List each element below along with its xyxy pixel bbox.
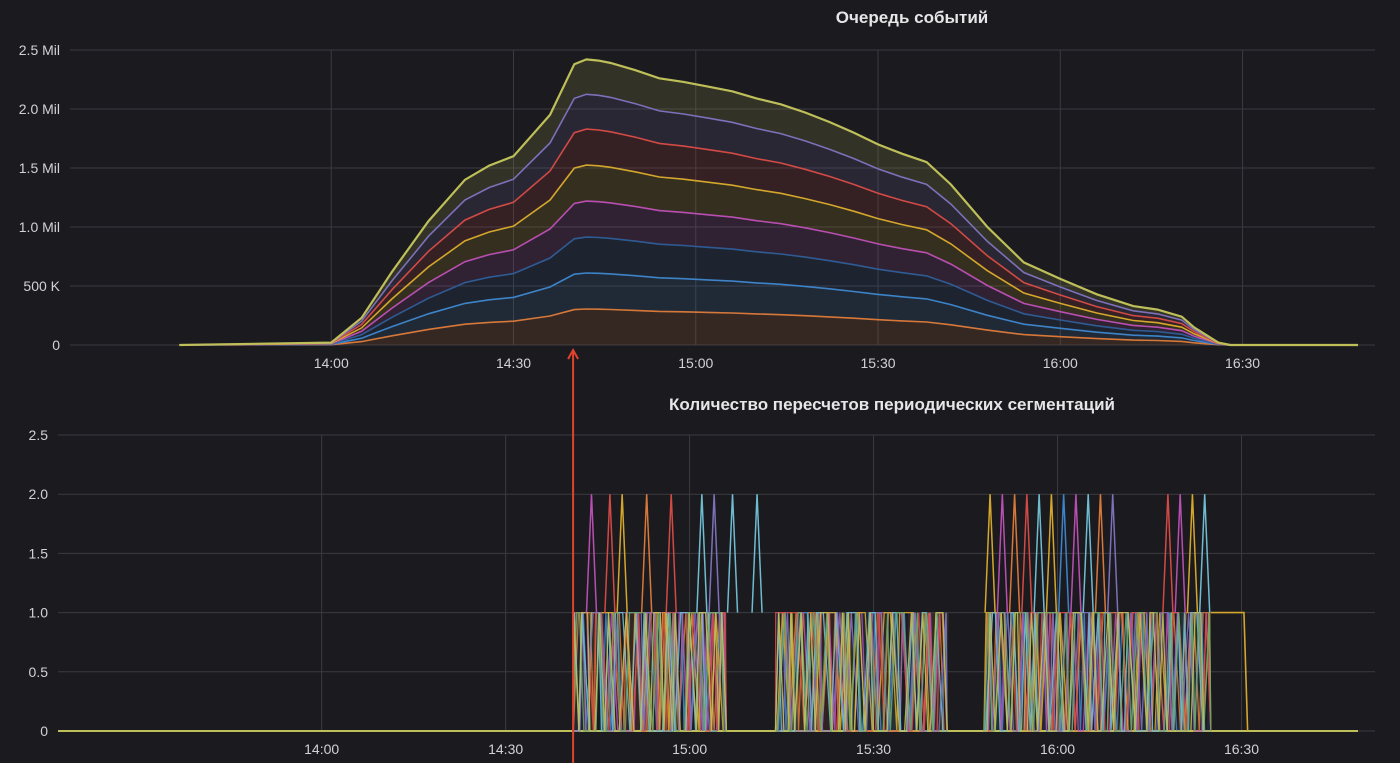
segmentation-recalc-x-axis: 14:00 14:30 15:00 15:30 16:00 16:30 (304, 741, 1259, 757)
segmentation-recalc-x-tick-label: 14:30 (488, 741, 523, 757)
event-queue-area-s3 (179, 237, 1358, 345)
event-queue-area-s6 (179, 129, 1358, 345)
segmentation-recalc-panel: 0 0.5 1.0 1.5 2.0 2.5 14:00 14:30 15:00 15:30 16:… (29, 395, 1375, 757)
segmentation-recalc-spike (1033, 494, 1045, 613)
segmentation-recalc-series-line (774, 611, 948, 732)
segmentation-recalc-spike (1082, 494, 1094, 613)
segmentation-recalc-series-line (775, 611, 948, 732)
event-queue-line-s2 (179, 272, 1358, 346)
segmentation-recalc-spike (585, 494, 598, 613)
event-queue-lines (179, 58, 1358, 347)
event-queue-y-tick-label: 2.0 Mil (19, 101, 60, 117)
segmentation-recalc-spike (1070, 494, 1082, 613)
event-queue-line-s7 (179, 93, 1358, 346)
event-queue-y-tick-label: 1.0 Mil (19, 219, 60, 235)
segmentation-recalc-spike (1106, 494, 1119, 613)
segmentation-recalc-y-tick-label: 2.5 (29, 427, 49, 443)
segmentation-recalc-x-tick-label: 16:30 (1224, 741, 1259, 757)
segmentation-recalc-spike (726, 494, 739, 613)
event-queue-x-tick-label: 16:30 (1225, 355, 1260, 371)
segmentation-recalc-spike (1008, 494, 1021, 613)
segmentation-recalc-spike (1162, 494, 1174, 613)
event-queue-line-s3 (179, 236, 1358, 346)
segmentation-recalc-title: Количество пересчетов периодических сегм… (669, 395, 1115, 414)
segmentation-recalc-spike (1021, 494, 1033, 613)
event-queue-area-s8 (179, 59, 1358, 346)
event-queue-area-s1 (179, 309, 1358, 345)
event-queue-x-axis: 14:00 14:30 15:00 15:30 16:00 16:30 (314, 355, 1261, 371)
event-queue-x-tick-label: 14:00 (314, 355, 349, 371)
event-queue-x-tick-label: 15:00 (678, 355, 713, 371)
event-queue-area-s7 (179, 94, 1358, 345)
segmentation-recalc-x-tick-label: 15:00 (672, 741, 707, 757)
event-queue-line-s6 (179, 128, 1358, 346)
event-queue-y-tick-label: 1.5 Mil (19, 160, 60, 176)
segmentation-recalc-spike (665, 494, 677, 613)
segmentation-recalc-spike (1045, 494, 1058, 613)
segmentation-recalc-y-axis: 0 0.5 1.0 1.5 2.0 2.5 (29, 427, 49, 739)
segmentation-recalc-spike (1057, 494, 1070, 613)
segmentation-recalc-x-tick-label: 15:30 (856, 741, 891, 757)
event-queue-line-s4 (179, 200, 1358, 346)
event-queue-panel: 0 500 K 1.0 Mil 1.5 Mil 2.0 Mil 2.5 Mil 14:00… (19, 8, 1375, 371)
segmentation-recalc-y-tick-label: 0.5 (29, 664, 49, 680)
segmentation-recalc-x-tick-label: 16:00 (1040, 741, 1075, 757)
event-queue-line-s5 (179, 164, 1358, 346)
segmentation-recalc-y-tick-label: 1.0 (29, 605, 49, 621)
event-queue-y-tick-label: 500 K (23, 278, 60, 294)
event-queue-areas (179, 59, 1358, 346)
segmentation-recalc-spike (708, 494, 720, 613)
segmentation-recalc-lines (58, 494, 1358, 732)
event-queue-y-axis: 0 500 K 1.0 Mil 1.5 Mil 2.0 Mil 2.5 Mil (19, 42, 61, 353)
event-queue-area-s5 (179, 165, 1358, 345)
segmentation-recalc-y-tick-label: 0 (40, 723, 48, 739)
event-queue-grid (70, 49, 1375, 346)
event-queue-y-tick-label: 2.5 Mil (19, 42, 60, 58)
segmentation-recalc-series-line (572, 611, 728, 732)
segmentation-recalc-spike (1186, 494, 1199, 613)
segmentation-recalc-y-tick-label: 2.0 (29, 486, 49, 502)
segmentation-recalc-spike (696, 494, 708, 613)
segmentation-recalc-spike (996, 494, 1009, 613)
segmentation-recalc-tail-line (1210, 611, 1249, 732)
segmentation-recalc-series-line (983, 611, 1211, 732)
segmentation-recalc-spike (1198, 494, 1211, 613)
segmentation-recalc-y-tick-label: 1.5 (29, 545, 49, 561)
segmentation-recalc-series-line (573, 611, 727, 732)
segmentation-recalc-spike (1094, 494, 1107, 613)
segmentation-recalc-spike (751, 494, 763, 613)
segmentation-recalc-x-tick-label: 14:00 (304, 741, 339, 757)
event-queue-line-s8 (179, 58, 1358, 347)
annotation-arrowhead (567, 347, 579, 360)
segmentation-recalc-spike (640, 494, 653, 613)
segmentation-recalc-spike (1174, 494, 1186, 613)
event-queue-area-s4 (179, 201, 1358, 345)
event-queue-x-tick-label: 14:30 (496, 355, 531, 371)
annotation-marker (567, 347, 579, 763)
event-queue-line-s1 (179, 308, 1358, 346)
event-queue-area-s2 (179, 273, 1358, 345)
segmentation-recalc-spike (604, 494, 616, 613)
segmentation-recalc-spike (984, 494, 996, 613)
event-queue-x-tick-label: 15:30 (861, 355, 896, 371)
event-queue-title: Очередь событий (836, 8, 988, 27)
event-queue-x-tick-label: 16:00 (1043, 355, 1078, 371)
segmentation-recalc-spike (616, 494, 628, 613)
event-queue-y-tick-label: 0 (52, 337, 60, 353)
